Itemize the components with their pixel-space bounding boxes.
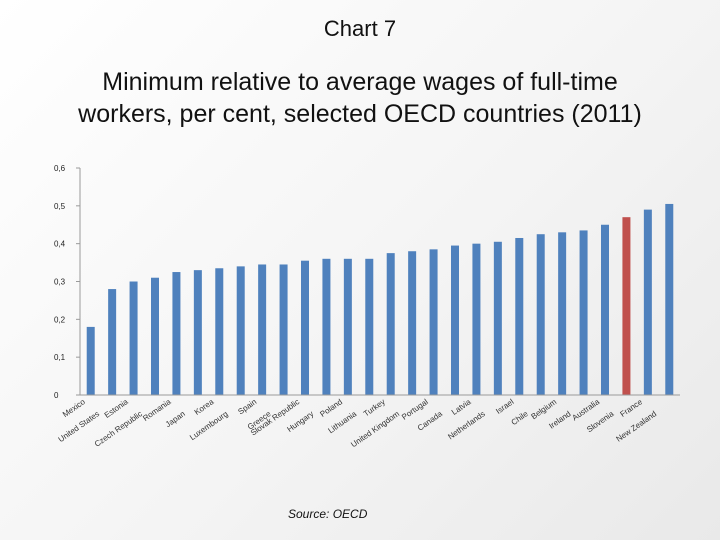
- x-tick-label: Korea: [193, 397, 216, 417]
- bar-poland: [343, 258, 352, 395]
- x-tick-label: Estonia: [103, 397, 130, 420]
- x-tick-label: Israel: [494, 397, 515, 416]
- chart-number: Chart 7: [323, 16, 397, 41]
- x-tick-label: Spain: [236, 397, 258, 416]
- x-tick-label: Japan: [164, 409, 187, 429]
- chart-title: Minimum relative to average wages of ful…: [20, 66, 700, 130]
- bar-spain: [258, 264, 267, 395]
- chart-title-line-1: Minimum relative to average wages of ful…: [102, 68, 618, 96]
- bar-slovak-republic: [301, 260, 309, 395]
- y-axis: 0 0,1 0,2 0,3 0,4 0,5 0,6: [54, 164, 81, 400]
- bar-united-states: [108, 289, 117, 395]
- bar-mexico: [86, 326, 95, 395]
- bar-turkey: [386, 253, 395, 395]
- bar-canada: [451, 245, 459, 395]
- x-tick-label: Chile: [510, 409, 531, 427]
- y-tick-label: 0,1: [54, 353, 66, 362]
- bar-netherlands: [493, 241, 502, 395]
- x-tick-label: Hungary: [285, 409, 315, 434]
- x-tick-label: Luxembourg: [188, 409, 230, 442]
- bar-portugal: [429, 249, 438, 395]
- x-tick-label: Slovenia: [585, 409, 616, 434]
- bar-hungary: [322, 258, 331, 395]
- bar-israel: [515, 237, 524, 395]
- x-tick-label: Canada: [416, 409, 445, 433]
- x-tick-label: Turkey: [362, 397, 387, 418]
- bar-united-kingdom: [408, 251, 417, 395]
- source-note: Source: OECD: [288, 507, 368, 521]
- bar-estonia: [129, 281, 138, 395]
- bar-latvia: [472, 243, 481, 395]
- bar-romania: [172, 272, 181, 395]
- x-tick-label: Czech Republic: [93, 409, 144, 449]
- bar-chile: [536, 234, 545, 395]
- y-tick-label: 0,4: [54, 240, 66, 249]
- y-tick-label: 0,3: [54, 278, 66, 287]
- bar-czech-republic: [151, 277, 159, 395]
- bar-japan: [193, 270, 202, 395]
- bar-new-zealand: [665, 203, 674, 395]
- bar-belgium: [558, 232, 567, 395]
- bar-ireland: [579, 230, 588, 395]
- y-tick-label: 0,2: [54, 315, 66, 324]
- y-tick-label: 0,6: [54, 164, 66, 173]
- bar-slovenia: [622, 217, 631, 395]
- y-tick-label: 0: [54, 391, 59, 400]
- x-tick-label: France: [618, 397, 644, 419]
- x-tick-label: Poland: [318, 397, 344, 419]
- x-tick-label: Latvia: [450, 397, 473, 417]
- y-tick-label: 0,5: [54, 202, 66, 211]
- bar-luxembourg: [236, 266, 245, 395]
- bar-greece: [279, 264, 288, 395]
- bar-korea: [215, 268, 224, 395]
- x-tick-label: Mexico: [61, 397, 87, 419]
- bars: [86, 203, 674, 395]
- x-tick-label: Ireland: [547, 409, 572, 430]
- bar-lithuania: [365, 258, 374, 395]
- bar-australia: [601, 224, 609, 395]
- chart-title-line-2: workers, per cent, selected OECD countri…: [78, 100, 642, 128]
- bar-france: [643, 209, 652, 395]
